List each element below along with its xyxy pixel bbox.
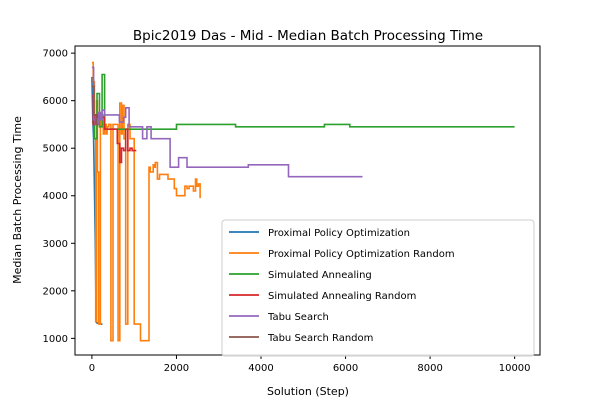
x-axis: 0 2000 4000 6000 8000 10000 [89,355,531,374]
y-tick-label: 3000 [43,239,68,250]
y-tick-label: 1000 [43,334,68,345]
legend-label-5: Tabu Search [267,312,329,323]
y-tick-label: 6000 [43,96,68,107]
legend-label-4: Simulated Annealing Random [268,291,416,302]
y-axis-label: Median Batch Processing Time [11,116,24,284]
x-tick-label: 10000 [499,363,531,374]
series-line-6 [91,85,99,126]
x-tick-label: 2000 [164,363,189,374]
legend-label-1: Proximal Policy Optimization [268,228,410,239]
x-axis-label: Solution (Step) [267,385,349,398]
legend-label-2: Proximal Policy Optimization Random [268,249,455,260]
legend: Proximal Policy Optimization Proximal Pol… [221,219,535,357]
x-tick-label: 8000 [417,363,442,374]
chart-title: Bpic2019 Das - Mid - Median Batch Proces… [133,28,483,44]
legend-label-3: Simulated Annealing [268,270,372,281]
x-tick-label: 4000 [248,363,273,374]
y-tick-label: 5000 [43,144,68,155]
plot-lines [91,61,515,342]
y-tick-label: 2000 [43,286,68,297]
y-tick-label: 7000 [43,49,68,60]
y-tick-label: 4000 [43,191,68,202]
x-tick-label: 6000 [333,363,358,374]
legend-box [221,219,535,357]
y-axis: 1000 2000 3000 4000 5000 6000 7000 [43,49,75,345]
series-line-5 [91,66,363,178]
legend-label-6: Tabu Search Random [267,333,373,344]
x-tick-label: 0 [89,363,95,374]
